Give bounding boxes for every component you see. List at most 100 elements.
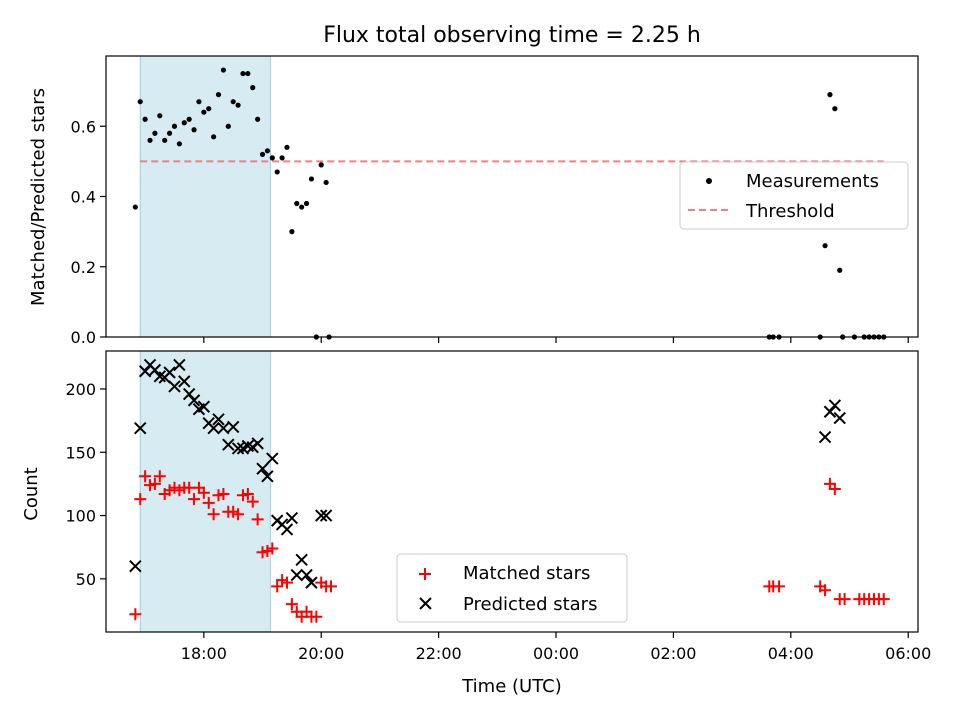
bottom-panel: 50 100 150 200 18:00 20:00 22:00 00:00 02:00 04:… [21, 350, 931, 697]
measurement-point [191, 127, 197, 133]
predicted-star-point [295, 553, 308, 567]
predicted-star-point [266, 452, 279, 465]
measurement-point [822, 243, 828, 249]
matched-star-point [828, 482, 841, 495]
predicted-star-point [251, 437, 264, 450]
matched-star-point [266, 542, 279, 555]
bottom-legend: Matched stars Predicted stars [396, 553, 628, 623]
measurement-point [166, 130, 173, 136]
predicted-star-point [168, 380, 181, 393]
matched-star-point [202, 496, 215, 509]
measurement-point [240, 70, 246, 77]
predicted-star-point [256, 462, 269, 475]
bottom-y-tick-label: 100 [65, 507, 96, 526]
predicted-star-point [217, 422, 230, 435]
measurement-point [230, 99, 236, 105]
predicted-star-point [290, 568, 303, 582]
matched-star-point [838, 593, 851, 606]
top-y-tick-label: 0.0 [71, 328, 96, 347]
bottom-legend-box [396, 553, 628, 623]
measurement-point [206, 106, 212, 112]
predicted-star-point [231, 442, 245, 455]
x-axis-label: Time (UTC) [461, 676, 562, 697]
predicted-star-point [828, 399, 842, 412]
predicted-star-point [182, 387, 196, 401]
predicted-star-point [261, 470, 274, 483]
bottom-y-tick-label: 50 [76, 570, 96, 589]
measurement-point [269, 155, 275, 161]
predicted-star-point [187, 394, 201, 407]
measurement-point [308, 176, 315, 182]
x-tick-label: 04:00 [768, 644, 814, 663]
measurement-point [171, 123, 178, 129]
top-shaded-span [139, 55, 271, 338]
measurement-point [259, 151, 266, 157]
matched-star-point [207, 508, 220, 521]
predicted-star-point [148, 363, 162, 377]
measurement-point [137, 99, 143, 105]
measurement-point [832, 106, 838, 112]
measurement-point [211, 134, 217, 140]
matched-star-point [139, 470, 152, 483]
measurement-point [303, 200, 310, 207]
measurement-point [294, 200, 300, 207]
matched-star-points [129, 470, 890, 623]
predicted-star-point [163, 366, 176, 379]
predicted-star-point [315, 509, 328, 522]
measurement-point [201, 109, 207, 115]
top-y-axis-label: Matched/Predicted stars [28, 88, 49, 306]
measurement-point [157, 113, 163, 119]
legend-predicted-label: Predicted stars [463, 594, 597, 615]
predicted-star-point [222, 438, 235, 451]
x-tick-label: 22:00 [416, 644, 462, 663]
matched-star-point [197, 486, 210, 499]
predicted-star-point [178, 375, 191, 388]
predicted-star-point [818, 430, 832, 444]
measurement-point [274, 169, 280, 175]
measurement-point [152, 130, 158, 136]
bottom-y-tick-label: 200 [65, 380, 96, 399]
bottom-y-axis-label: Count [21, 467, 42, 520]
predicted-star-point [300, 568, 313, 582]
matched-star-point [134, 493, 147, 506]
bottom-y-ticks: 50 100 150 200 [65, 380, 106, 589]
measurement-points [132, 67, 887, 340]
measurement-point [827, 92, 833, 98]
bottom-shaded-span [139, 350, 271, 633]
matched-star-point [819, 584, 832, 597]
top-x-ticks [203, 337, 909, 343]
measurement-point [299, 204, 305, 210]
top-y-tick-label: 0.6 [71, 117, 96, 136]
measurement-point [147, 137, 153, 143]
measurement-point [186, 116, 192, 122]
predicted-star-point [212, 413, 225, 426]
matched-star-point [246, 495, 259, 508]
predicted-star-point [138, 365, 152, 378]
legend-measurements-label: Measurements [746, 171, 879, 192]
matched-star-point [188, 493, 201, 506]
legend-threshold-label: Threshold [745, 201, 835, 222]
measurement-point [245, 70, 251, 77]
predicted-star-point [823, 405, 837, 418]
matched-star-point [251, 513, 264, 526]
matched-star-point [129, 608, 142, 621]
legend-predicted-marker [419, 597, 432, 610]
measurement-point [264, 148, 271, 154]
measurement-point [279, 155, 285, 161]
measurement-point [142, 116, 148, 122]
measurement-point [289, 229, 295, 235]
measurement-point [235, 102, 241, 108]
measurement-point [132, 204, 138, 210]
x-tick-label: 18:00 [181, 644, 227, 663]
predicted-star-point [207, 422, 220, 435]
measurement-point [837, 267, 843, 273]
top-y-ticks: 0.0 0.2 0.4 0.6 [71, 117, 106, 347]
top-legend: Measurements Threshold [679, 161, 909, 230]
matched-star-point [217, 488, 230, 501]
x-tick-label: 00:00 [533, 644, 579, 663]
predicted-star-points [129, 358, 846, 589]
x-tick-label: 02:00 [650, 644, 696, 663]
measurement-point [250, 85, 256, 91]
measurement-point [196, 99, 202, 105]
legend-measurement-marker [706, 178, 712, 184]
